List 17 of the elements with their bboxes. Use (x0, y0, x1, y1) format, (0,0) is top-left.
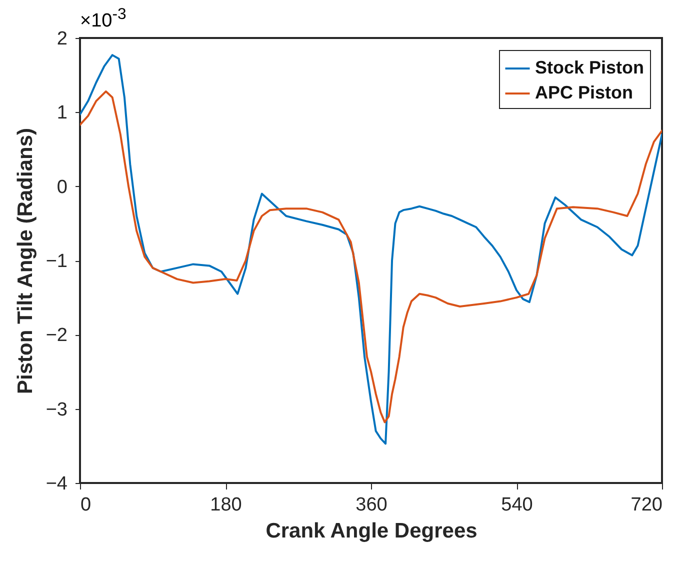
x-tick-label: 360 (356, 494, 388, 516)
x-tick-label: 540 (501, 494, 533, 516)
y-tick-label: −1 (46, 251, 68, 272)
y-tick-label: 2 (56, 28, 68, 50)
x-tick-label: 0 (80, 494, 92, 516)
y-tick-label: −3 (46, 399, 68, 420)
text: ×10$^{-3}$ (80, 6, 126, 32)
y-axis-title: Piston Tilt Angle (Radians) (14, 128, 37, 394)
y-tick-label: −4 (46, 474, 68, 494)
x-axis-title: Crank Angle Degrees (266, 520, 478, 542)
y-tick-label: −2 (46, 325, 68, 346)
y-tick-label: 1 (56, 102, 68, 124)
y-tick-label: 0 (56, 176, 68, 198)
legend-label: APC Piston (535, 82, 634, 102)
legend-label: Stock Piston (535, 58, 644, 78)
x-tick-label: 180 (210, 494, 242, 516)
x-tick-label: 720 (630, 494, 662, 516)
